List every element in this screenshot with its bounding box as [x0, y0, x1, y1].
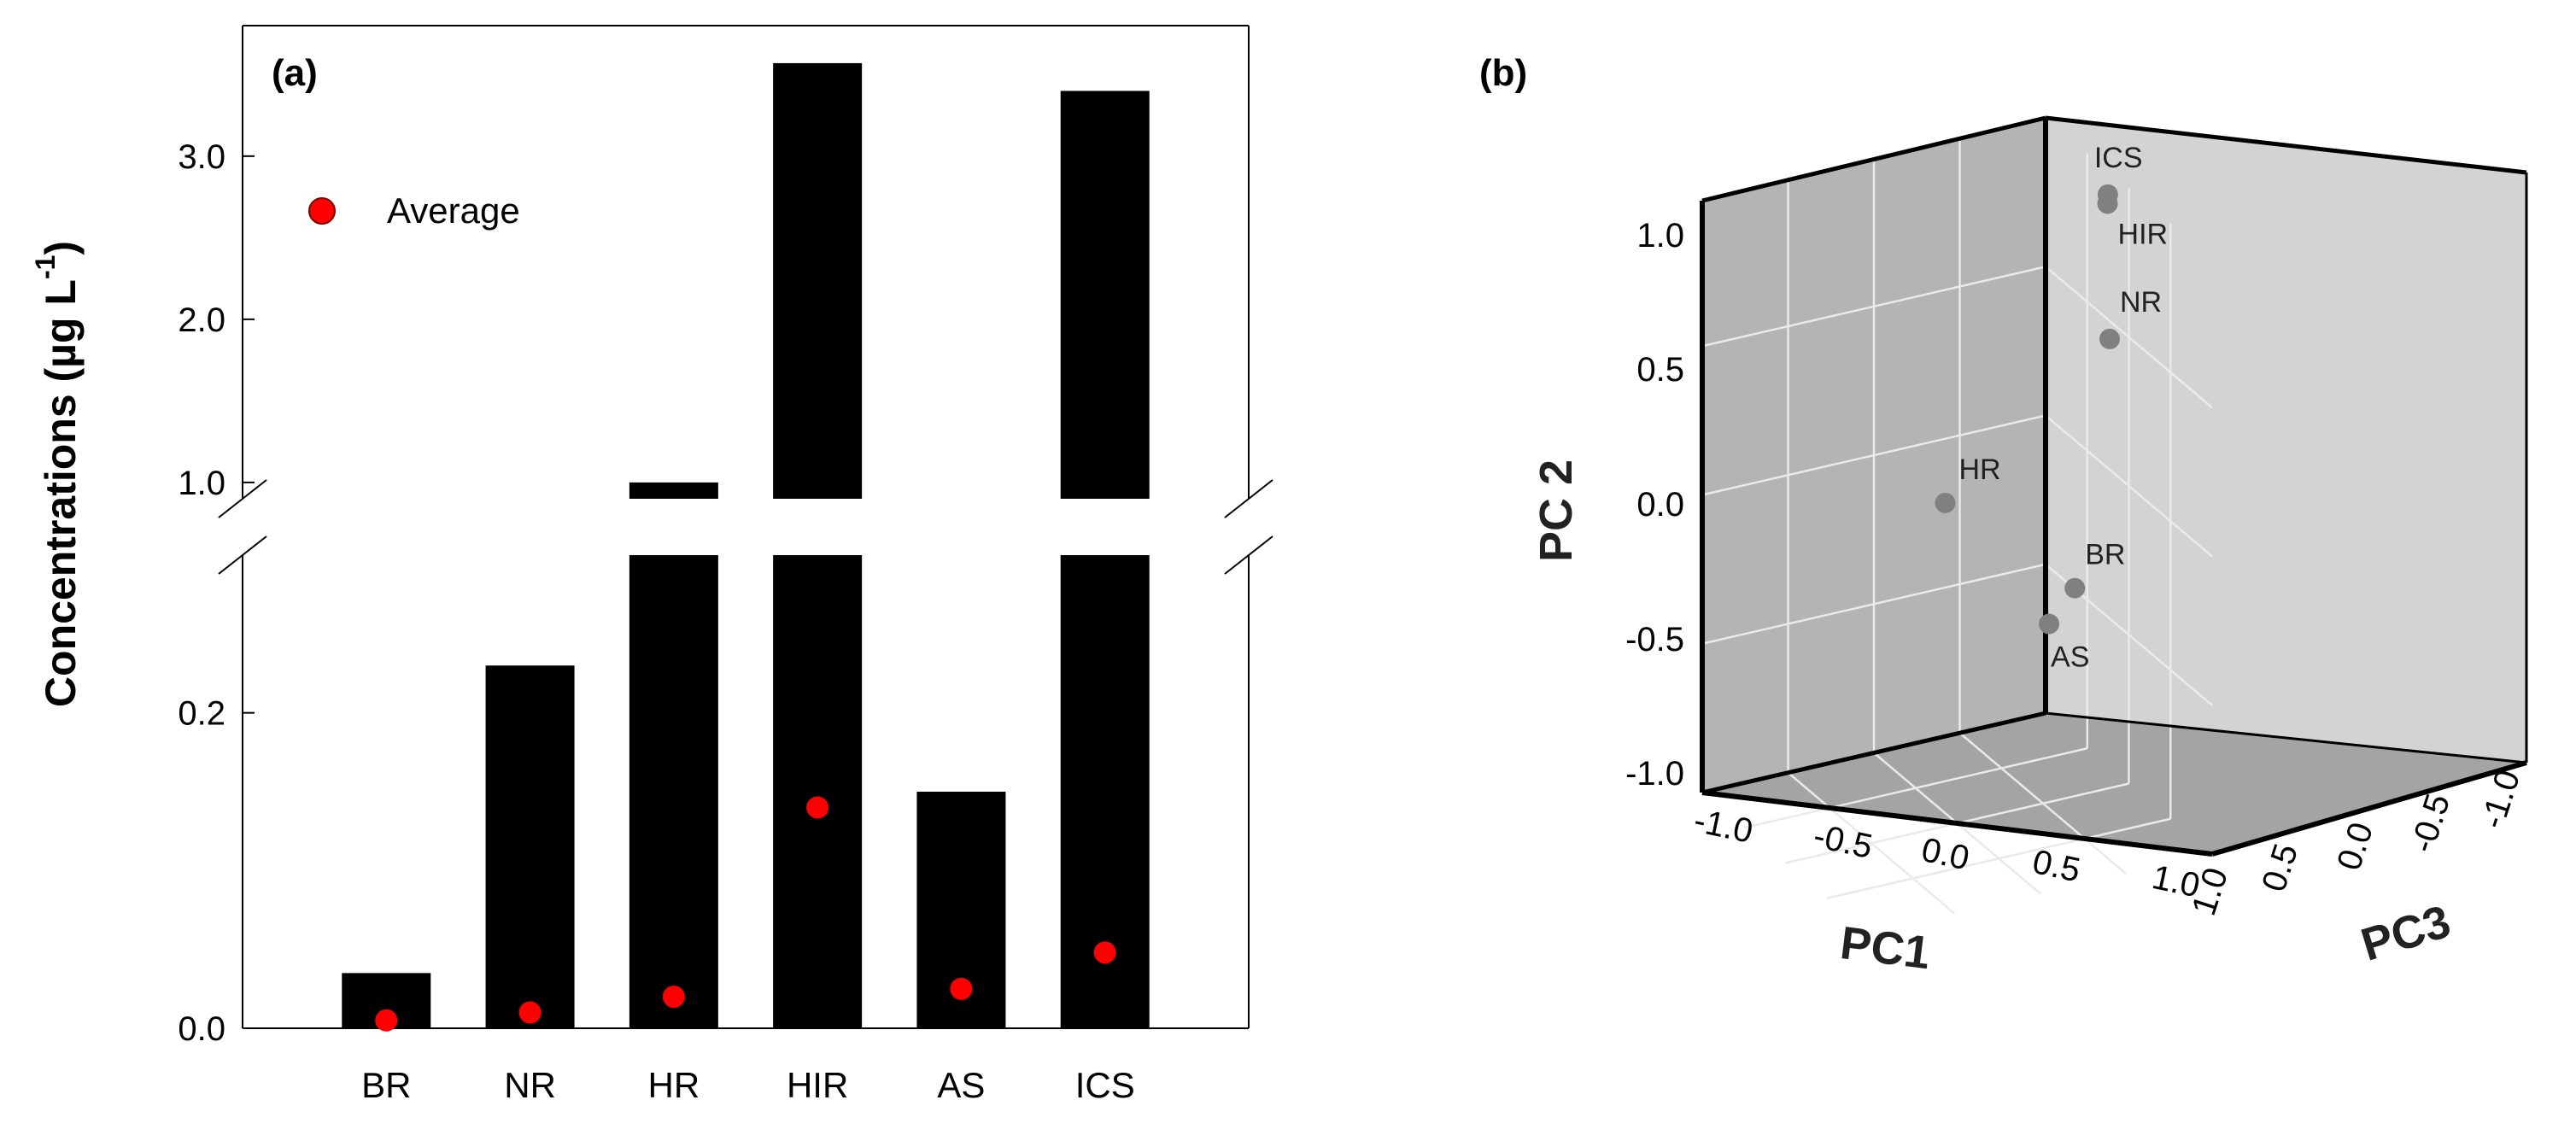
y-tick-label: 0.0	[178, 1010, 225, 1048]
pca-point-label-as: AS	[2051, 641, 2089, 674]
cube-edges	[1700, 115, 2528, 857]
average-marker-br	[375, 1009, 398, 1032]
x-tick-label-ics: ICS	[1075, 1065, 1135, 1105]
y-tick-label: 0.2	[178, 695, 225, 733]
pca-point-label-ics: ICS	[2094, 142, 2143, 174]
bar-hr	[629, 482, 718, 1028]
pc3-tick-label: 0.0	[2330, 818, 2380, 875]
y-axis-title-group: Concentrations (µg L-1)	[30, 241, 85, 707]
pca-point-label-nr: NR	[2120, 286, 2162, 319]
x-tick-label-hir: HIR	[787, 1065, 848, 1105]
pc2-tick-label: 0.0	[1636, 486, 1684, 524]
average-marker-hr	[662, 986, 685, 1009]
x-tick-label-nr: NR	[504, 1065, 556, 1105]
grid-back-horizontal	[2045, 414, 2213, 558]
back-left-floor-edge	[1701, 711, 2046, 795]
pca-point-hir	[2097, 193, 2118, 214]
average-marker-ics	[1093, 941, 1116, 964]
pca-3d-panel: (b) 1.00.50.0-0.5-1.0 -1.0 -0.5 0.0 0.5 1.0 …	[1479, 52, 2528, 979]
break-mark-left-lower	[218, 535, 267, 575]
pca-point-label-br: BR	[2085, 539, 2125, 571]
pca-point-as	[2039, 613, 2060, 635]
pc2-ticks: 1.0 0.5 0.0 -0.5 -1.0	[1625, 217, 1684, 793]
average-marker-nr	[518, 1001, 542, 1024]
x-tick-label-br: BR	[361, 1065, 411, 1105]
back-floor-edge	[2045, 711, 2527, 764]
average-marker-as	[950, 977, 973, 1000]
y-tick-label: 2.0	[178, 301, 225, 339]
pc2-tick-label: -1.0	[1625, 755, 1684, 793]
y-ticks: 0.0 0.2 1.0 2.0 3.0	[178, 138, 255, 1048]
axis-break-gap	[241, 499, 1250, 555]
bar-chart-panel: (a) Concentrations (µg L-1) 0.0 0.2 1.0 2.0…	[30, 25, 1273, 1105]
pc3-title-group: PC3	[2356, 896, 2456, 971]
pc2-tick-label: -0.5	[1625, 621, 1684, 658]
x-category-labels: BR NR HR HIR AS ICS	[361, 1065, 1135, 1105]
panel-b-label: (b)	[1479, 52, 1527, 94]
average-marker-hir	[806, 796, 829, 819]
top-back-edge	[2045, 115, 2527, 175]
grid-floor-z	[1787, 771, 1956, 915]
floor	[1702, 713, 2526, 854]
break-mark-right-lower	[1224, 535, 1273, 575]
average-markers	[375, 796, 1116, 1032]
x-tick-label-hr: HR	[648, 1065, 700, 1105]
break-mark-left-upper	[218, 479, 267, 518]
pc3-tick-label: -0.5	[2403, 789, 2457, 857]
pc3-axis-title: PC3	[2356, 896, 2456, 971]
legend: Average	[308, 190, 520, 231]
grid-floor-x	[1826, 817, 2171, 899]
pca-point-hr	[1935, 492, 1956, 513]
pc2-tick-label: 0.5	[1636, 351, 1684, 389]
back-wall	[2046, 118, 2526, 763]
y-axis-title: Concentrations (µg L-1)	[30, 241, 85, 707]
break-mark-right-upper	[1224, 479, 1273, 518]
right-floor-edge	[2211, 760, 2527, 857]
pca-point-label-hir: HIR	[2118, 218, 2169, 250]
pc1-tick-label: 0.0	[1918, 831, 1973, 878]
pca-point-br	[2064, 577, 2086, 599]
grid-left-horizontal	[1701, 414, 2046, 496]
axis-break-band	[241, 499, 1250, 555]
legend-average-label: Average	[387, 190, 520, 231]
grid-back-horizontal	[2045, 266, 2213, 409]
pc1-tick-label: -1.0	[1690, 802, 1756, 851]
bar-nr	[485, 665, 575, 1028]
pc2-axis-title: PC 2	[1531, 459, 1582, 562]
top-left-edge	[1701, 115, 2046, 203]
front-floor-edge	[1701, 790, 2213, 857]
pc2-title-group: PC 2	[1531, 459, 1582, 562]
legend-average-marker	[308, 197, 336, 225]
pc1-axis-title: PC1	[1837, 917, 1933, 979]
pc1-title-group: PC1	[1837, 917, 1933, 979]
panel-a-label: (a)	[272, 52, 318, 94]
bar-ics	[1060, 91, 1150, 1028]
x-tick-label-as: AS	[937, 1065, 985, 1105]
pc1-tick-label: 0.5	[2029, 843, 2084, 890]
pc2-tick-label: 1.0	[1636, 217, 1684, 255]
pc1-tick-label: -0.5	[1810, 817, 1876, 866]
pca-point-nr	[2099, 328, 2120, 349]
pca-point-label-hr: HR	[1958, 453, 2000, 486]
y-tick-label: 3.0	[178, 138, 225, 176]
panel-a-axes	[218, 25, 1273, 1029]
pca-points: ICS HIR NR HR BR AS	[1935, 142, 2168, 674]
grid-left-horizontal	[1701, 266, 2046, 348]
pc3-tick-label: 0.5	[2255, 840, 2305, 896]
y-tick-label: 1.0	[178, 465, 225, 502]
